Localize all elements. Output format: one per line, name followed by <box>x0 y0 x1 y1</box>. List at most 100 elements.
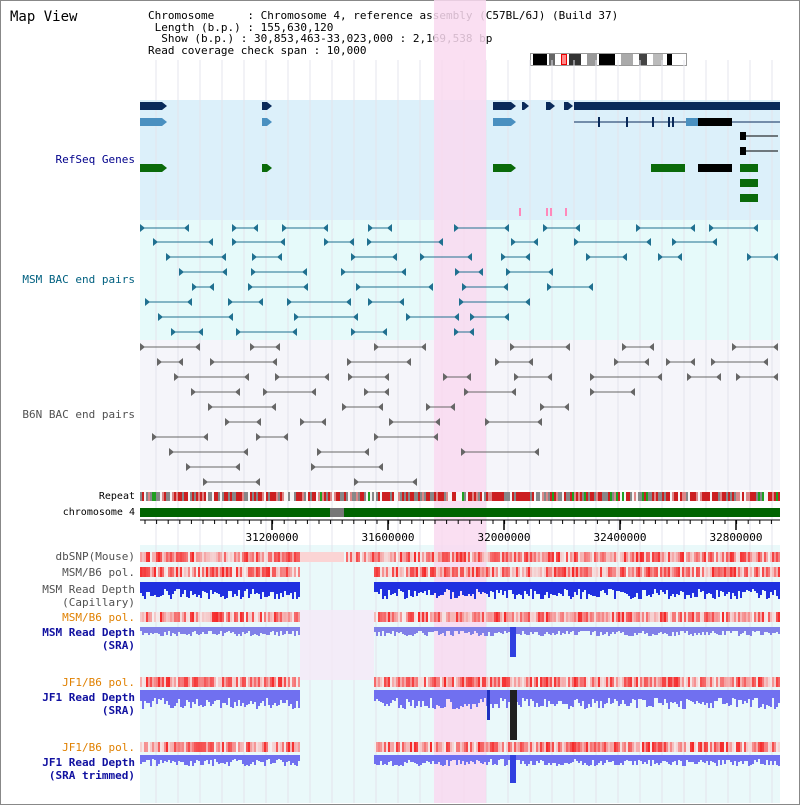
msm-pol2-cell <box>240 612 242 622</box>
jf1-pol2-cell <box>226 742 228 752</box>
msm-pol2-cell <box>672 612 674 622</box>
jf1-sra-depth-bar <box>772 690 774 698</box>
msm-cap-depth-bar <box>486 582 488 594</box>
jf1-pol-cell <box>778 677 780 687</box>
repeat-block <box>720 492 722 501</box>
dbsnp-cell <box>184 552 186 562</box>
msm-pol2-cell <box>582 612 584 622</box>
jf1-trim-depth-bar <box>682 755 684 766</box>
msm-cap-depth-bar <box>248 582 250 598</box>
msm-pol2-cell <box>460 612 462 622</box>
jf1-trim-depth-bar <box>408 755 410 760</box>
msm-cap-depth-bar <box>170 582 172 599</box>
msm-bac-label: MSM BAC end pairs <box>22 273 135 286</box>
msm-cap-depth-bar <box>472 582 474 594</box>
repeat-block <box>604 492 606 501</box>
msm-pol-cell <box>448 567 450 577</box>
msm-sra-depth-bar <box>696 627 698 635</box>
jf1-sra-depth-bar <box>452 690 454 709</box>
msm-sra-depth-bar <box>214 627 216 634</box>
msm-pol2-cell <box>430 612 432 622</box>
jf1-pol-cell <box>176 677 178 687</box>
jf1-trim-depth-bar <box>218 755 220 764</box>
repeat-block <box>616 492 618 501</box>
chromosome-ideogram[interactable] <box>530 53 687 66</box>
jf1-sra-depth-bar <box>148 690 150 703</box>
repeat-block <box>442 492 444 501</box>
msm-sra-depth-bar <box>684 627 686 633</box>
jf1-trim-depth-bar <box>616 755 618 765</box>
msm-pol2-cell <box>586 612 588 622</box>
msm-pol2-cell <box>206 612 208 622</box>
msm-cap-depth-bar <box>664 582 666 594</box>
jf1-pol-cell <box>170 677 172 687</box>
msm-sra-depth-bar <box>768 627 770 633</box>
msm-sra-depth-bar <box>376 627 378 636</box>
jf1-trim-depth-bar <box>176 755 178 765</box>
jf1-pol2-cell <box>410 742 412 752</box>
jf1-sra-depth-bar <box>748 690 750 699</box>
jf1-pol-cell <box>500 677 502 687</box>
repeat-block <box>562 492 564 501</box>
msm-bac-pair-end <box>251 268 256 276</box>
repeat-block <box>552 492 554 501</box>
msm-pol2-cell <box>756 612 758 622</box>
msm-cap-depth-bar <box>712 582 714 598</box>
repeat-block <box>348 492 350 501</box>
msm-sra-depth-bar <box>152 627 154 634</box>
repeat-block <box>754 492 756 501</box>
msm-cap-depth-bar <box>558 582 560 593</box>
jf1-sra-depth-bar <box>208 690 210 702</box>
jf1-pol2-cell <box>296 742 298 752</box>
axis-tick-label: 32800000 <box>710 531 763 544</box>
msm-pol2-cell <box>742 612 744 622</box>
jf1-pol2-cell <box>420 742 422 752</box>
jf1-sra-depth-bar <box>770 690 772 707</box>
jf1-pol2-cell <box>600 742 602 752</box>
jf1-pol-cell <box>762 677 764 687</box>
msm-pol-cell <box>378 567 380 577</box>
msm-pol2-cell <box>554 612 556 622</box>
dbsnp-cell <box>630 552 632 562</box>
dbsnp-cell <box>160 552 162 562</box>
msm-bac-pair-end <box>747 253 752 261</box>
msm-cap-depth-bar <box>550 582 552 594</box>
jf1-depth-trim-label: JF1 Read Depth <box>42 756 135 769</box>
repeat-block <box>344 492 346 501</box>
jf1-trim-depth-bar <box>608 755 610 762</box>
repeat-block <box>638 492 640 501</box>
msm-pol-cell <box>384 567 386 577</box>
jf1-sra-depth-bar <box>642 690 644 700</box>
jf1-sra-depth-bar <box>604 690 606 704</box>
jf1-pol-cell <box>640 677 642 687</box>
msm-pol-cell <box>602 567 604 577</box>
jf1-pol2-cell <box>718 742 720 752</box>
msm-cap-depth-bar <box>424 582 426 591</box>
jf1-pol-cell <box>232 677 234 687</box>
repeat-block <box>594 492 596 501</box>
msm-sra-depth-bar <box>562 627 564 633</box>
msm-cap-depth-bar <box>268 582 270 596</box>
repeat-block <box>360 492 362 501</box>
jf1-trim-depth-bar <box>638 755 640 760</box>
jf1-pol2-cell <box>576 742 578 752</box>
jf1-pol2-cell <box>194 742 196 752</box>
jf1-pol-cell <box>770 677 772 687</box>
jf1-sra-depth-bar <box>552 690 554 704</box>
refseq-gene <box>140 102 162 110</box>
msm-cap-depth-bar <box>582 582 584 592</box>
dbsnp-cell <box>472 552 474 562</box>
repeat-block <box>776 492 778 501</box>
repeat-block <box>490 492 492 501</box>
msm-cap-depth-bar <box>778 582 780 599</box>
repeat-block <box>246 492 248 501</box>
msm-cap-depth-bar <box>222 582 224 596</box>
repeat-block <box>140 492 142 501</box>
jf1-trim-depth-bar <box>234 755 236 759</box>
msm-pol2-cell <box>252 612 254 622</box>
jf1-pol-cell <box>600 677 602 687</box>
msm-cap-depth-bar <box>746 582 748 590</box>
repeat-block <box>524 492 526 501</box>
dbsnp-cell <box>434 552 436 562</box>
